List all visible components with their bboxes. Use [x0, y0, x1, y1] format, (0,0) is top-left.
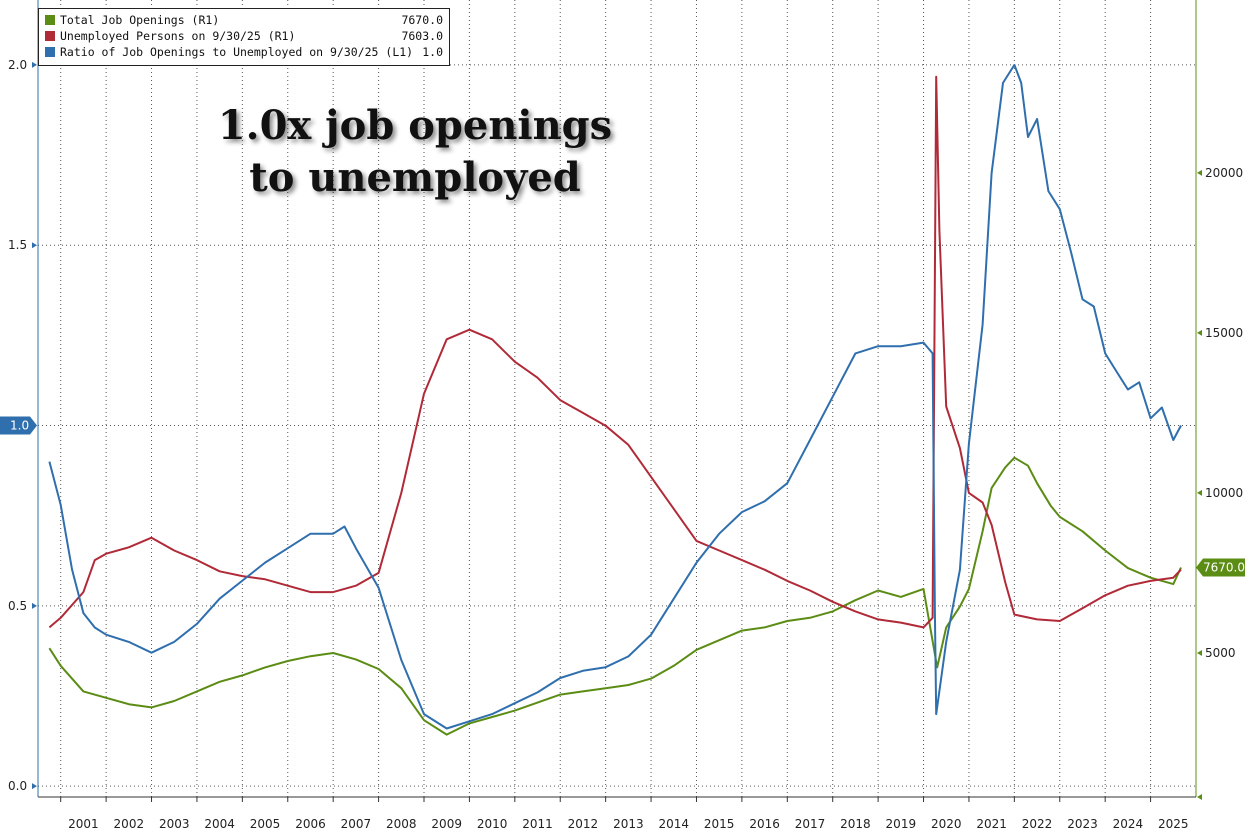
legend-label: Ratio of Job Openings to Unemployed on 9…	[60, 45, 414, 59]
x-tick-label: 2019	[886, 817, 917, 830]
right-tick-label: 10000	[1205, 486, 1243, 500]
x-tick-label: 2021	[976, 817, 1007, 830]
x-tick-label: 2023	[1067, 817, 1098, 830]
left-tick-label: 1.5	[8, 238, 27, 252]
x-tick-label: 2014	[658, 817, 689, 830]
x-tick-label: 2022	[1022, 817, 1053, 830]
left-tick-marker	[32, 783, 37, 790]
series-line-total-job-openings	[48, 456, 1182, 736]
right-tick-marker	[1197, 794, 1202, 800]
right-tick-marker	[1197, 649, 1202, 656]
legend-value: 7670.0	[401, 13, 443, 27]
x-tick-label: 2009	[431, 817, 462, 830]
x-tick-label: 2013	[613, 817, 644, 830]
right-tick-label: 15000	[1205, 326, 1243, 340]
left-tick-label: 0.5	[8, 599, 27, 613]
legend-swatch-ratio	[45, 47, 55, 57]
legend-swatch-unemployed-persons	[45, 31, 55, 41]
x-tick-label: 2018	[840, 817, 871, 830]
series-line-unemployed-persons	[48, 75, 1182, 629]
left-tick-marker	[32, 61, 37, 68]
series-lines	[48, 63, 1182, 736]
right-current-value-badge: 7670.0	[1196, 558, 1245, 577]
current-value-markers: 1.0 7670.0	[0, 416, 1245, 577]
legend-value: 7603.0	[401, 29, 443, 43]
x-tick-label: 2017	[795, 817, 826, 830]
x-tick-label: 2005	[250, 817, 281, 830]
right-tick-label: 5000	[1205, 646, 1236, 660]
left-tick-label: 0.0	[8, 779, 27, 793]
x-tick-label: 2016	[749, 817, 780, 830]
x-tick-label: 2020	[931, 817, 962, 830]
x-tick-label: 2007	[341, 817, 372, 830]
left-axis: 0.0 0.5 1.5 2.0	[8, 0, 39, 797]
legend-value: 1.0	[422, 45, 443, 59]
right-tick-marker	[1197, 169, 1202, 176]
chart-annotation: 1.0x job openings to unemployed	[217, 102, 613, 201]
x-tick-label: 2024	[1113, 817, 1144, 830]
x-tick-label: 2001	[68, 817, 99, 830]
legend-item-total-job-openings: Total Job Openings (R1) 7670.0	[45, 12, 443, 28]
x-tick-label: 2011	[522, 817, 553, 830]
chart-legend: Total Job Openings (R1) 7670.0 Unemploye…	[38, 8, 450, 66]
right-tick-marker	[1197, 329, 1202, 336]
x-tick-label: 2006	[295, 817, 326, 830]
x-axis: 2001 2002 2003 2004 2005 2006 2007 2008 2009 2010…	[60, 797, 1189, 830]
right-current-value-label: 7670.0	[1203, 561, 1245, 575]
left-tick-marker	[32, 242, 37, 249]
x-tick-label: 2015	[704, 817, 735, 830]
x-tick-label: 2003	[159, 817, 190, 830]
legend-item-unemployed-persons: Unemployed Persons on 9/30/25 (R1) 7603.…	[45, 28, 443, 44]
x-tick-label: 2012	[568, 817, 599, 830]
right-axis: 5000 10000 15000 20000	[1197, 166, 1243, 800]
left-tick-marker	[32, 602, 37, 609]
left-current-value-badge: 1.0	[0, 416, 37, 435]
left-current-value-label: 1.0	[10, 419, 29, 433]
grid-lines	[38, 0, 1196, 797]
x-tick-label: 2010	[477, 817, 508, 830]
legend-swatch-total-job-openings	[45, 15, 55, 25]
x-tick-label: 2008	[386, 817, 417, 830]
legend-label: Unemployed Persons on 9/30/25 (R1)	[60, 29, 296, 43]
x-tick-label: 2002	[114, 817, 145, 830]
legend-label: Total Job Openings (R1)	[60, 13, 220, 27]
right-tick-marker	[1197, 489, 1202, 496]
x-tick-label: 2004	[204, 817, 235, 830]
left-tick-label: 2.0	[8, 58, 27, 72]
right-tick-label: 20000	[1205, 166, 1243, 180]
legend-item-ratio: Ratio of Job Openings to Unemployed on 9…	[45, 44, 443, 60]
series-line-ratio	[48, 63, 1182, 730]
x-tick-label: 2025	[1158, 817, 1189, 830]
